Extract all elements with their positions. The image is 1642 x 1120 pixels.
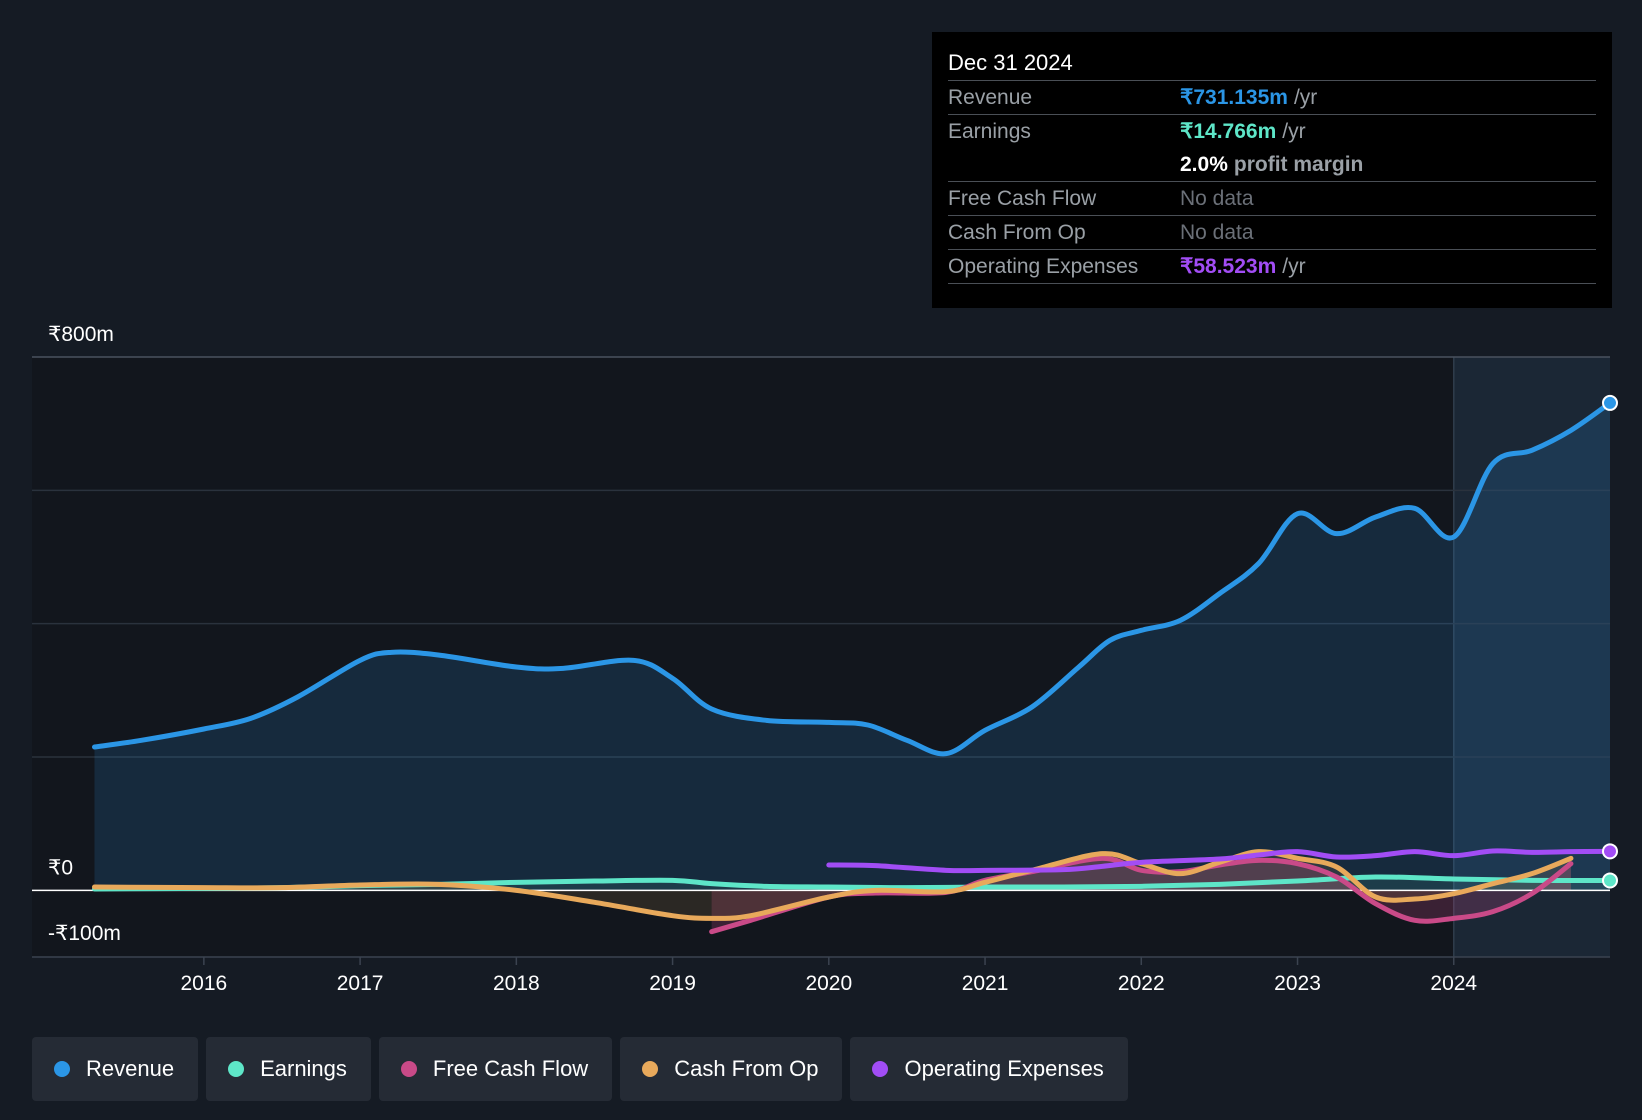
tooltip-unit: /yr (1293, 85, 1318, 109)
x-tick-label: 2018 (493, 972, 540, 995)
legend-item-free-cash-flow[interactable]: Free Cash Flow (378, 1037, 613, 1101)
tooltip-label: Free Cash Flow (948, 186, 1097, 210)
tooltip-label: Earnings (948, 119, 1031, 143)
earnings-end-marker (1602, 872, 1618, 889)
legend-item-earnings[interactable]: Earnings (206, 1037, 371, 1101)
tooltip-value: ₹58.523m (1180, 255, 1277, 278)
tooltip-label: Revenue (948, 85, 1033, 109)
legend-label: Revenue (86, 1056, 175, 1081)
legend-label: Earnings (260, 1056, 347, 1081)
tooltip-value: ₹14.766m (1180, 120, 1277, 143)
x-tick-label: 2021 (962, 972, 1009, 995)
tooltip-row-operating-expenses: Operating Expenses ₹58.523m /yr (948, 249, 1596, 284)
x-tick-label: 2024 (1430, 972, 1477, 995)
x-tick-label: 2022 (1118, 972, 1165, 995)
revenue-line (91, 400, 1613, 757)
tooltip-unit: profit margin (1233, 152, 1364, 176)
gridlines (32, 356, 1610, 758)
x-tick-label: 2016 (181, 972, 228, 995)
legend-item-revenue[interactable]: Revenue (32, 1037, 199, 1101)
operating-expenses-line (826, 848, 1613, 874)
operating-expenses-end-marker (1602, 843, 1618, 860)
cash-from-op-line (91, 849, 1574, 921)
revenue-end-marker (1602, 394, 1618, 411)
x-tick-label: 2019 (649, 972, 696, 995)
legend-label: Operating Expenses (904, 1056, 1104, 1081)
tooltip-date: Dec 31 2024 (948, 50, 1073, 75)
legend: Revenue Earnings Free Cash Flow Cash Fro… (32, 1037, 1136, 1101)
cash-from-op-dot-icon (642, 1061, 659, 1077)
free-cash-flow-dot-icon (400, 1061, 417, 1077)
tooltip-value: No data (1180, 220, 1254, 244)
tooltip-label: Cash From Op (948, 220, 1086, 244)
legend-label: Free Cash Flow (432, 1056, 589, 1081)
tooltip-unit: /yr (1282, 119, 1306, 143)
revenue-area (94, 402, 1611, 891)
series-lines (91, 400, 1613, 935)
operating-expenses-dot-icon (872, 1061, 889, 1077)
tooltip-value: ₹731.135m (1180, 86, 1288, 109)
end-markers (1602, 394, 1618, 889)
forecast-highlight (1453, 357, 1610, 957)
tooltip-row-free-cash-flow: Free Cash Flow No data (948, 181, 1596, 215)
tooltip-row-revenue: Revenue ₹731.135m /yr (948, 80, 1596, 114)
y-tick-label: ₹800m (48, 323, 114, 346)
y-tick-label: ₹0 (48, 856, 73, 879)
tooltip-unit: /yr (1282, 254, 1306, 278)
y-tick-label: -₹100m (48, 922, 121, 945)
free-cash-flow-area (711, 858, 1571, 932)
x-axis-ticks: 2016 2017 2018 2019 2020 2021 2022 2023 2024 (181, 957, 1477, 995)
tooltip-value: 2.0% (1180, 152, 1228, 176)
legend-item-cash-from-op[interactable]: Cash From Op (620, 1037, 843, 1101)
earnings-dot-icon (228, 1061, 245, 1077)
y-axis-labels: ₹800m ₹0 -₹100m (48, 323, 121, 945)
legend-label: Cash From Op (674, 1056, 819, 1081)
tooltip-label: Operating Expenses (948, 254, 1139, 278)
x-tick-label: 2017 (337, 972, 384, 995)
tooltip-value: No data (1180, 186, 1254, 210)
tooltip-row-cash-from-op: Cash From Op No data (948, 215, 1596, 249)
tooltip: Dec 31 2024 Revenue ₹731.135m /yr Earnin… (932, 32, 1612, 308)
tooltip-row-earnings: Earnings ₹14.766m /yr (948, 114, 1596, 148)
tooltip-row-profit-margin: 2.0% profit margin (948, 148, 1596, 181)
x-tick-label: 2023 (1274, 972, 1321, 995)
x-tick-label: 2020 (805, 972, 852, 995)
revenue-dot-icon (54, 1061, 70, 1077)
legend-item-operating-expenses[interactable]: Operating Expenses (850, 1037, 1128, 1101)
